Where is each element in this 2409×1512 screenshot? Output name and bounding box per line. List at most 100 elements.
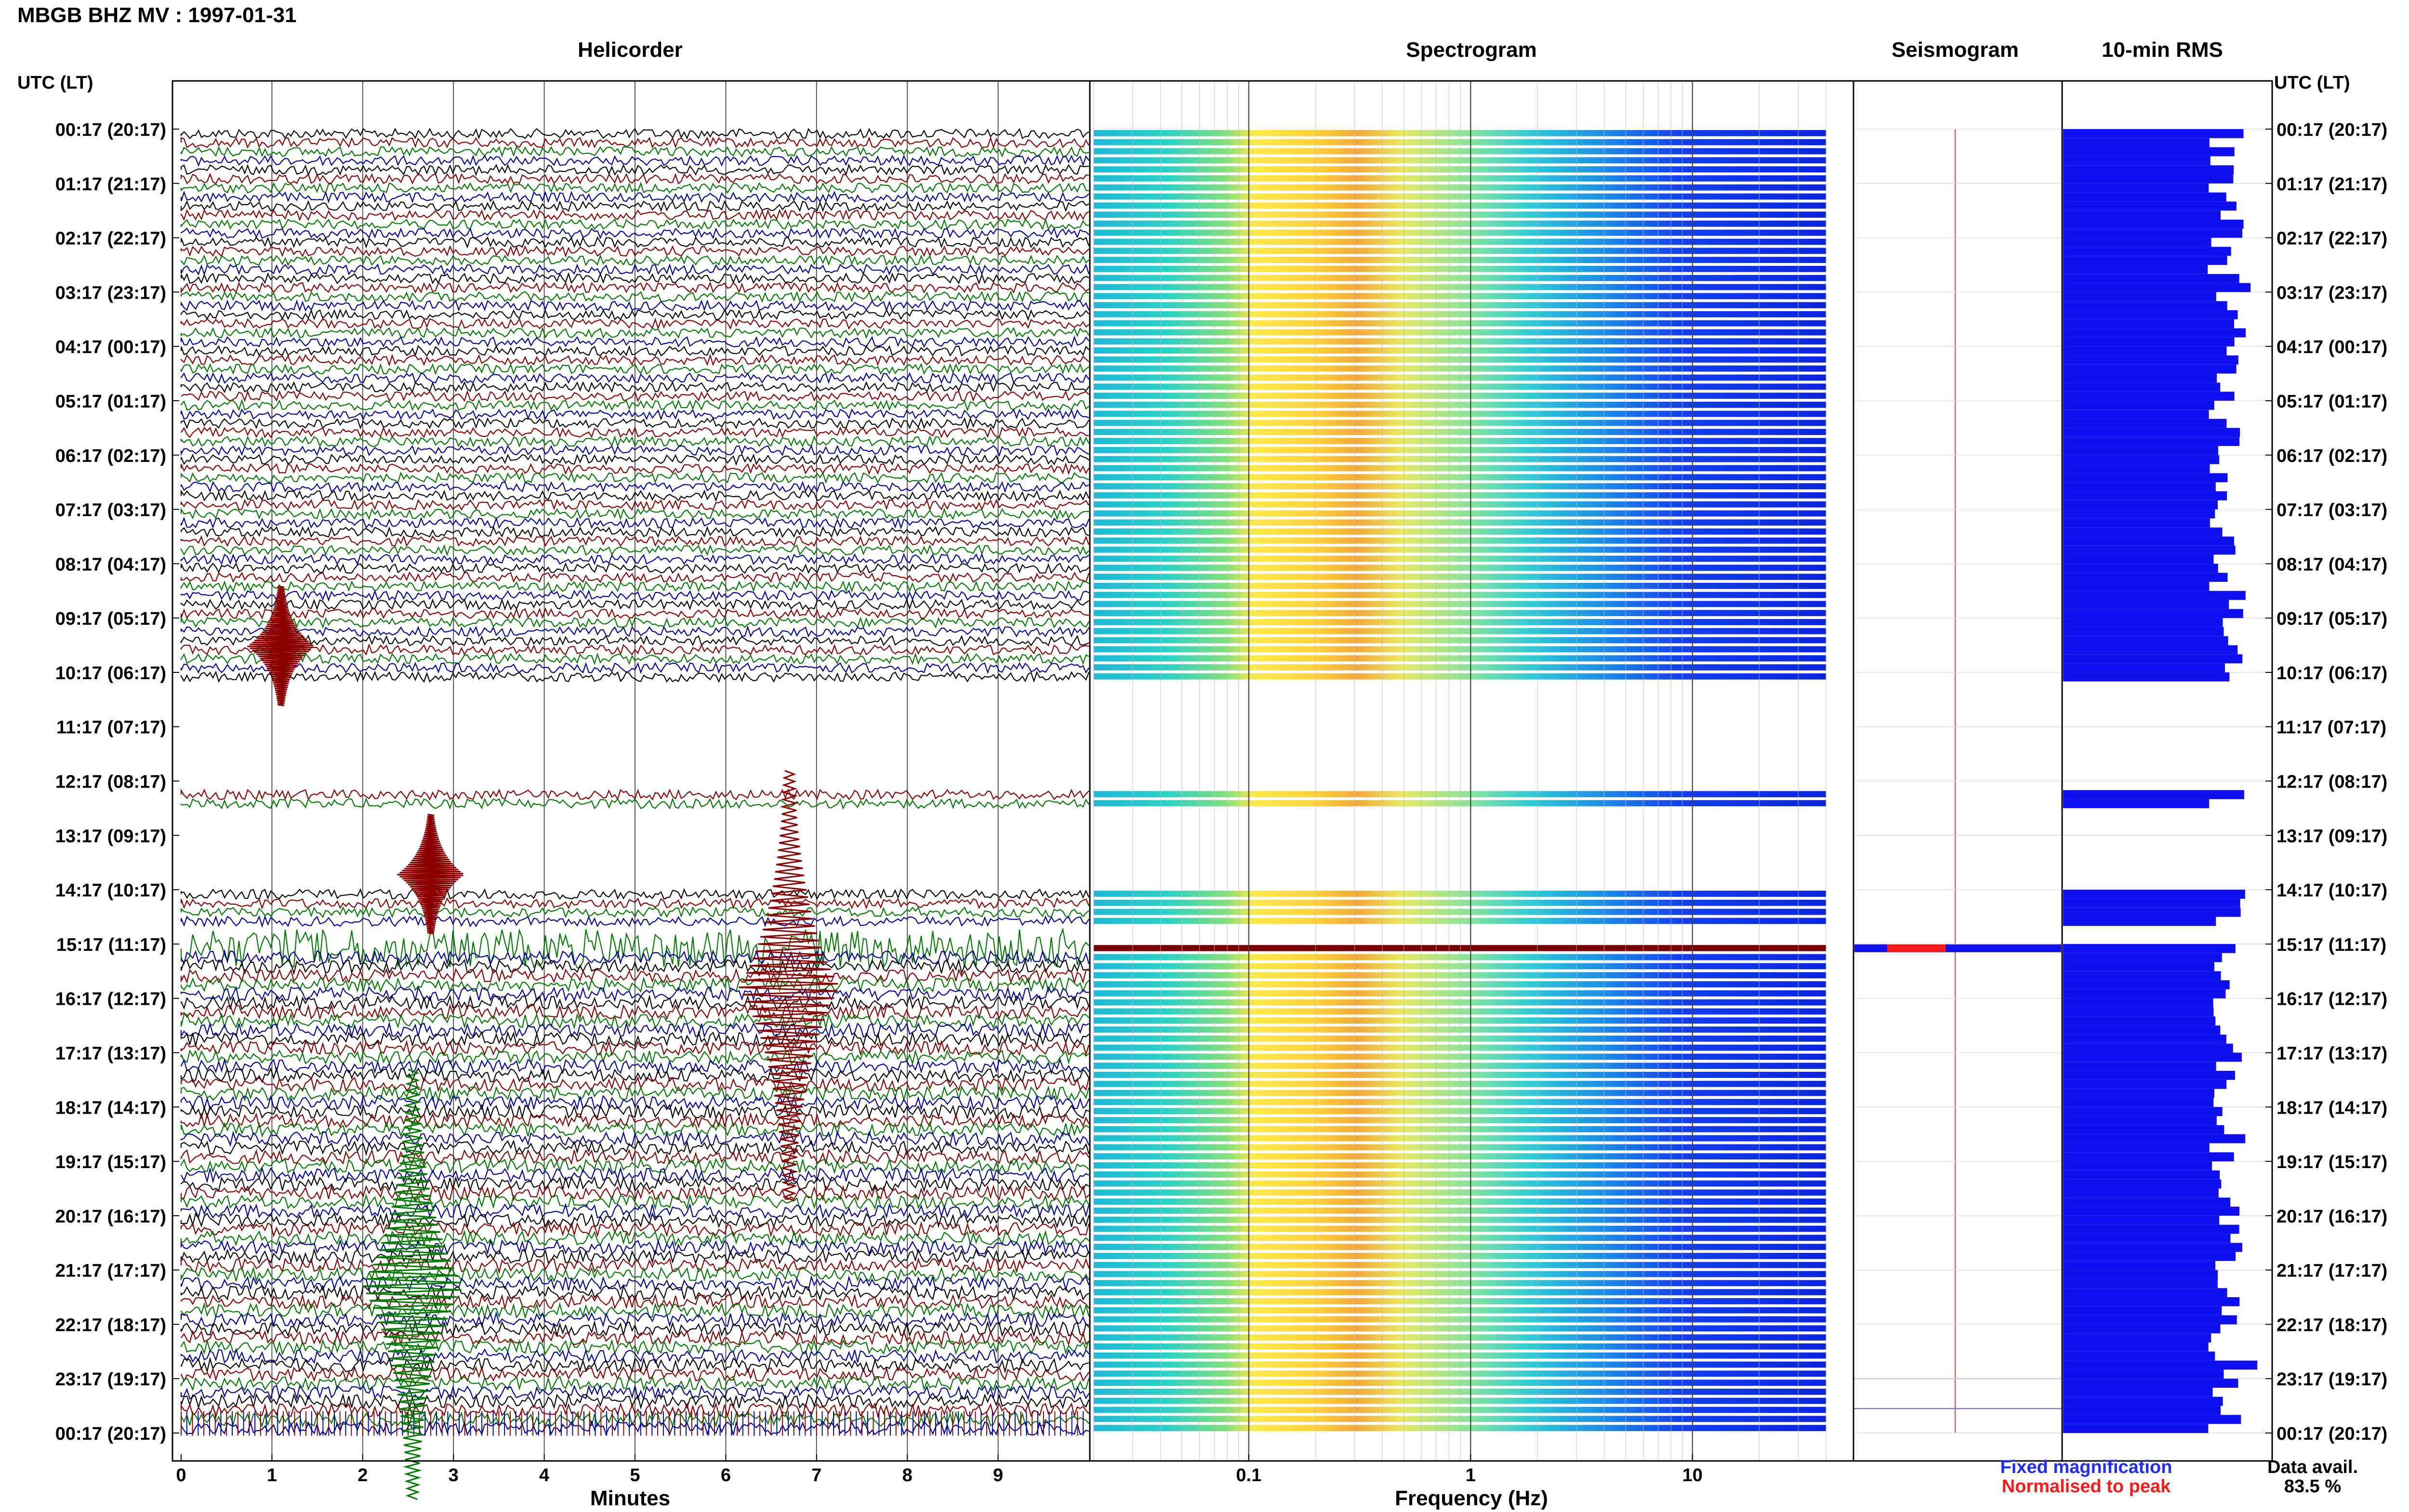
spectrogram-row [1094, 655, 1826, 662]
helicorder-trace [180, 1166, 1089, 1184]
helicorder-trace [180, 190, 1089, 204]
rms-bar [2063, 428, 2240, 437]
frequency-tick-label: 1 [1466, 1465, 1476, 1486]
helicorder-trace [180, 1139, 1090, 1157]
minute-tick-label: 8 [902, 1465, 913, 1486]
rms-bar [2063, 1062, 2216, 1071]
rms-bar [2063, 1288, 2227, 1298]
spectrogram-row [1094, 537, 1826, 544]
helicorder-trace [180, 1339, 1090, 1355]
helicorder-trace [180, 299, 1090, 312]
rms-bar [2063, 962, 2215, 972]
rms-bar [2063, 645, 2238, 655]
helicorder-trace [180, 290, 1089, 303]
spectrogram-row [1094, 257, 1826, 263]
helicorder-trace [180, 426, 1089, 439]
rms-bar [2063, 554, 2214, 564]
minute-tick-label: 4 [539, 1465, 549, 1486]
time-label-right: 07:17 (03:17) [2277, 500, 2387, 521]
spectrogram-row [1094, 1198, 1826, 1205]
helicorder-trace [180, 976, 1089, 994]
rms-bar [2063, 1261, 2216, 1270]
helicorder-trace [180, 1175, 1089, 1193]
time-label-right: 22:17 (18:17) [2277, 1315, 2387, 1335]
helicorder-trace [180, 1030, 1089, 1048]
minute-tick-label: 0 [176, 1465, 186, 1486]
spectrogram-row [1094, 1189, 1826, 1196]
helicorder-trace [180, 958, 1089, 975]
spectrogram-row [1094, 420, 1826, 426]
rms-bar [2063, 274, 2239, 283]
rms-bar [2063, 1224, 2239, 1234]
spectrogram-row [1094, 148, 1826, 155]
spectrogram-row [1094, 1153, 1826, 1160]
spectrogram-row [1094, 673, 1826, 680]
seismogram-title: Seismogram [1892, 38, 2019, 62]
spectrogram-row [1094, 1180, 1826, 1187]
spectrogram-row [1094, 1298, 1826, 1304]
spectrogram-row [1094, 555, 1826, 562]
time-label-right: 00:17 (20:17) [2277, 120, 2387, 140]
spectrogram-row [1094, 365, 1826, 372]
spectrogram-row [1094, 374, 1826, 381]
spectrogram-row [1094, 447, 1826, 453]
rms-bar [2063, 618, 2223, 627]
helicorder-trace [180, 145, 1089, 158]
rms-bar [2063, 536, 2234, 546]
spectrogram-row [1094, 972, 1826, 979]
helicorder-trace [180, 489, 1089, 502]
helicorder-trace [180, 236, 1090, 249]
spectrogram-row [1094, 193, 1826, 200]
helicorder-trace [180, 616, 1089, 629]
spectrogram-row [1094, 574, 1826, 580]
spectrogram-row [1094, 1044, 1826, 1051]
helicorder-trace [180, 209, 1089, 222]
time-label-left: 14:17 (10:17) [55, 881, 166, 901]
spectrogram-row [1094, 546, 1826, 553]
spectrogram-row [1094, 401, 1826, 408]
rms-bar [2063, 491, 2227, 500]
spectrogram-row [1094, 1171, 1826, 1178]
helicorder-trace [180, 571, 1090, 584]
rms-bar [2063, 283, 2251, 292]
rms-bar [2063, 564, 2218, 573]
seismogram-panel [1853, 129, 2062, 1433]
spectrogram-row [1094, 220, 1826, 227]
rms-bar [2063, 382, 2221, 392]
rms-bar [2063, 636, 2228, 645]
spectrogram-row [1094, 474, 1826, 481]
frequency-axis-label: Frequency (Hz) [1395, 1486, 1548, 1510]
helicorder-event [739, 770, 838, 1201]
spectrogram-row [1094, 166, 1826, 172]
helicorder-trace [180, 499, 1089, 512]
helicorder-trace [180, 544, 1089, 556]
availability-value: 83.5 % [2284, 1476, 2341, 1497]
spectrogram-row [1094, 1225, 1826, 1232]
time-label-right: 19:17 (15:17) [2277, 1152, 2387, 1172]
spectrogram-row [1094, 908, 1826, 915]
helicorder-title: Helicorder [578, 38, 683, 62]
rms-bar [2063, 482, 2216, 491]
rms-bar [2063, 1125, 2224, 1134]
spectrogram-row [1094, 1216, 1826, 1223]
helicorder-trace [180, 471, 1089, 484]
helicorder-trace [180, 272, 1089, 285]
rms-bar [2063, 545, 2236, 555]
spectrogram-row [1094, 1072, 1826, 1078]
rms-bar [2063, 256, 2227, 265]
time-label-left: 08:17 (04:17) [55, 554, 166, 575]
helicorder-trace [180, 363, 1089, 376]
helicorder-trace [180, 1193, 1089, 1211]
spectrogram-row [1094, 1162, 1826, 1169]
rms-bar [2063, 500, 2218, 510]
minute-tick-label: 1 [267, 1465, 277, 1486]
rms-bar [2063, 1170, 2220, 1180]
time-label-right: 16:17 (12:17) [2277, 989, 2387, 1010]
rms-bar [2063, 1152, 2234, 1162]
spectrogram-row [1094, 610, 1826, 617]
rms-bar [2063, 1252, 2236, 1261]
spectrogram-row [1094, 338, 1826, 345]
minute-tick-label: 9 [993, 1465, 1003, 1486]
spectrogram-row [1094, 383, 1826, 390]
rms-bar [2063, 183, 2209, 193]
